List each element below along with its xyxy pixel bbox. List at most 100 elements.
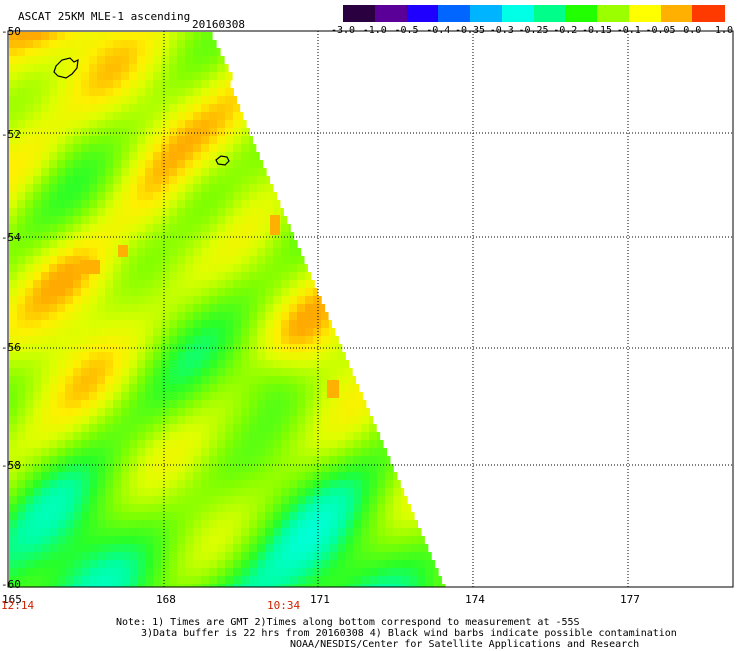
swath-cell bbox=[193, 560, 202, 569]
swath-cell bbox=[97, 456, 106, 465]
swath-cell bbox=[185, 456, 194, 465]
swath-cell bbox=[129, 288, 138, 297]
swath-cell bbox=[33, 560, 42, 569]
swath-cell bbox=[129, 352, 138, 361]
swath-cell bbox=[201, 576, 210, 585]
swath-cell bbox=[161, 552, 170, 561]
swath-cell bbox=[233, 176, 242, 185]
swath-cell bbox=[209, 440, 218, 449]
swath-cell bbox=[105, 240, 114, 249]
swath-cell bbox=[169, 128, 178, 137]
swath-cell bbox=[121, 400, 130, 409]
swath-cell bbox=[401, 512, 410, 521]
swath-cell bbox=[313, 488, 322, 497]
swath-cell bbox=[137, 72, 146, 81]
swath-cell bbox=[201, 144, 210, 153]
swath-cell bbox=[241, 432, 250, 441]
swath-cell bbox=[249, 584, 258, 588]
swath-cell bbox=[161, 296, 170, 305]
swath-cell bbox=[25, 400, 34, 409]
swath-cell bbox=[201, 552, 210, 561]
swath-cell bbox=[169, 464, 178, 473]
swath-cell bbox=[97, 320, 106, 329]
swath-cell bbox=[137, 408, 146, 417]
swath-cell bbox=[361, 432, 370, 441]
swath-cell bbox=[177, 360, 186, 369]
swath-cell bbox=[33, 208, 42, 217]
swath-cell bbox=[121, 472, 130, 481]
swath-cell bbox=[225, 296, 234, 305]
swath-cell bbox=[257, 392, 266, 401]
swath-cell bbox=[257, 208, 266, 217]
swath-cell bbox=[337, 472, 346, 481]
swath-cell bbox=[209, 360, 218, 369]
swath-cell bbox=[273, 480, 282, 489]
swath-cell bbox=[281, 544, 290, 553]
swath-cell bbox=[217, 488, 226, 497]
swath-cell bbox=[17, 248, 26, 257]
swath-cell bbox=[145, 360, 154, 369]
swath-cell bbox=[89, 480, 98, 489]
swath-cell bbox=[57, 104, 66, 113]
swath-cell bbox=[201, 80, 210, 89]
swath-cell bbox=[65, 568, 74, 577]
swath-cell bbox=[297, 288, 306, 297]
swath-cell bbox=[321, 328, 330, 337]
swath-cell bbox=[49, 568, 58, 577]
swath-cell bbox=[65, 144, 74, 153]
swath-cell bbox=[345, 448, 354, 457]
swath-cell bbox=[89, 128, 98, 137]
swath-cell bbox=[305, 560, 314, 569]
swath-cell bbox=[121, 536, 130, 545]
swath-cell bbox=[129, 280, 138, 289]
swath-cell bbox=[121, 112, 130, 121]
swath-cell bbox=[65, 560, 74, 569]
swath-cell bbox=[177, 424, 186, 433]
swath-cell bbox=[161, 336, 170, 345]
swath-cell bbox=[129, 400, 138, 409]
swath-cell bbox=[121, 288, 130, 297]
swath-cell bbox=[177, 144, 186, 153]
swath-cell bbox=[121, 520, 130, 529]
swath-cell bbox=[89, 296, 98, 305]
swath-cell bbox=[201, 472, 210, 481]
swath-cell bbox=[369, 504, 378, 513]
swath-cell bbox=[153, 240, 162, 249]
swath-cell bbox=[257, 192, 266, 201]
swath-cell bbox=[153, 552, 162, 561]
swath-cell bbox=[241, 504, 250, 513]
swath-cell bbox=[193, 216, 202, 225]
swath-cell bbox=[249, 272, 258, 281]
swath-cell bbox=[25, 96, 34, 105]
swath-cell bbox=[289, 248, 298, 257]
swath-cell bbox=[193, 376, 202, 385]
swath-cell bbox=[41, 192, 50, 201]
swath-cell bbox=[273, 248, 282, 257]
swath-cell bbox=[217, 392, 226, 401]
swath-cell bbox=[129, 368, 138, 377]
swath-cell bbox=[217, 328, 226, 337]
swath-cell bbox=[49, 304, 58, 313]
swath-cell bbox=[17, 336, 26, 345]
swath-cell bbox=[113, 304, 122, 313]
swath-cell bbox=[241, 312, 250, 321]
swath-cell bbox=[49, 488, 58, 497]
swath-cell bbox=[81, 336, 90, 345]
swath-cell bbox=[233, 528, 242, 537]
swath-cell bbox=[153, 32, 162, 41]
swath-cell bbox=[57, 216, 66, 225]
swath-cell bbox=[73, 576, 82, 585]
swath-cell bbox=[145, 480, 154, 489]
swath-cell bbox=[89, 208, 98, 217]
swath-cell bbox=[121, 360, 130, 369]
swath-cell bbox=[145, 488, 154, 497]
swath-cell bbox=[57, 352, 66, 361]
swath-cell bbox=[201, 208, 210, 217]
swath-cell bbox=[137, 176, 146, 185]
swath-cell bbox=[265, 416, 274, 425]
swath-cell bbox=[41, 128, 50, 137]
swath-cell bbox=[249, 288, 258, 297]
swath-cell bbox=[73, 320, 82, 329]
swath-cell bbox=[49, 328, 58, 337]
swath-cell bbox=[49, 120, 58, 129]
